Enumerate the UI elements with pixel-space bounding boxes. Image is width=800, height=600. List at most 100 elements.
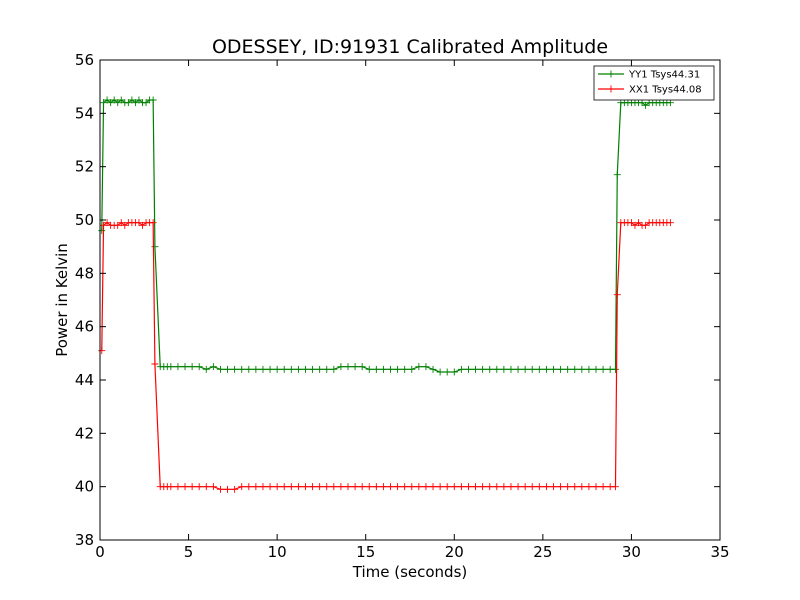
data-point: [114, 99, 122, 107]
data-point: [224, 485, 232, 493]
data-point: [500, 365, 508, 373]
data-point: [231, 365, 239, 373]
data-point: [287, 483, 295, 491]
data-point: [408, 483, 416, 491]
data-point: [135, 96, 143, 104]
data-point: [114, 221, 122, 229]
legend-box: [593, 65, 715, 101]
data-point: [571, 365, 579, 373]
legend-label: XX1 Tsys44.08: [629, 85, 702, 96]
data-point: [142, 99, 150, 107]
data-point: [457, 365, 465, 373]
data-point: [443, 368, 451, 376]
data-point: [224, 365, 232, 373]
data-point: [627, 219, 635, 227]
data-point: [365, 365, 373, 373]
data-point: [642, 221, 650, 229]
data-point: [557, 365, 565, 373]
data-point: [429, 365, 437, 373]
y-tick-label: 42: [75, 424, 94, 442]
data-point: [611, 365, 619, 373]
data-point: [422, 363, 430, 371]
y-tick-label: 52: [75, 158, 94, 176]
data-point: [323, 365, 331, 373]
data-point: [493, 365, 501, 373]
data-point: [121, 221, 129, 229]
data-point: [500, 483, 508, 491]
data-point: [557, 483, 565, 491]
data-point: [149, 219, 157, 227]
y-tick-label: 44: [75, 371, 94, 389]
y-tick-label: 48: [75, 264, 94, 282]
data-point: [149, 96, 157, 104]
data-point: [450, 483, 458, 491]
data-point: [131, 99, 139, 107]
data-point: [571, 483, 579, 491]
data-point: [337, 363, 345, 371]
chart-title: ODESSEY, ID:91931 Calibrated Amplitude: [212, 36, 608, 58]
data-point: [493, 483, 501, 491]
data-point: [528, 365, 536, 373]
data-point: [507, 483, 515, 491]
data-point: [259, 365, 267, 373]
y-tick-label: 40: [75, 478, 94, 496]
data-point: [117, 219, 125, 227]
data-point: [401, 365, 409, 373]
y-tick-label: 38: [75, 531, 94, 549]
data-point: [259, 483, 267, 491]
data-point: [188, 483, 196, 491]
data-point: [231, 485, 239, 493]
data-point: [107, 99, 115, 107]
data-point: [514, 483, 522, 491]
y-tick-label: 54: [75, 104, 94, 122]
data-point: [238, 365, 246, 373]
data-point: [103, 219, 111, 227]
data-point: [486, 365, 494, 373]
legend-entry: XX1 Tsys44.08: [598, 85, 702, 96]
data-point: [486, 483, 494, 491]
data-point: [514, 365, 522, 373]
data-point: [301, 365, 309, 373]
data-point: [98, 347, 106, 355]
y-tick-label: 46: [75, 318, 94, 336]
data-point: [128, 96, 136, 104]
data-point: [549, 483, 557, 491]
data-point: [344, 363, 352, 371]
data-point: [238, 483, 246, 491]
data-point: [167, 483, 175, 491]
data-point: [542, 365, 550, 373]
data-point: [266, 365, 274, 373]
data-point: [372, 483, 380, 491]
data-point: [564, 483, 572, 491]
data-point: [443, 483, 451, 491]
data-point: [387, 483, 395, 491]
data-point: [535, 483, 543, 491]
y-tick-label: 50: [75, 211, 94, 229]
data-point: [613, 171, 621, 179]
data-point: [98, 227, 106, 235]
y-tick-label: 56: [75, 51, 94, 69]
legend-label: YY1 Tsys44.31: [628, 70, 700, 81]
data-point: [401, 483, 409, 491]
data-point: [436, 483, 444, 491]
data-point: [273, 483, 281, 491]
data-point: [124, 99, 132, 107]
data-point: [151, 360, 159, 368]
data-point: [316, 483, 324, 491]
data-point: [408, 365, 416, 373]
data-point: [100, 221, 108, 229]
data-point: [635, 219, 643, 227]
x-tick-label: 35: [710, 543, 729, 561]
data-point: [372, 365, 380, 373]
data-point: [666, 219, 674, 227]
data-point: [110, 96, 118, 104]
data-point: [330, 483, 338, 491]
data-point: [578, 365, 586, 373]
data-point: [209, 483, 217, 491]
series-line: [101, 99, 671, 373]
y-axis-label: Power in Kelvin: [53, 243, 71, 357]
x-tick-label: 0: [95, 543, 105, 561]
data-point: [209, 363, 217, 371]
data-point: [273, 365, 281, 373]
data-point: [287, 365, 295, 373]
